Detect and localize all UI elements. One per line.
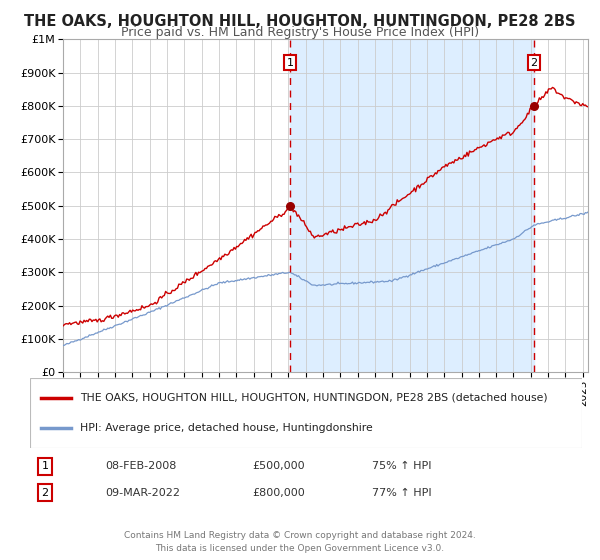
- Text: Contains HM Land Registry data © Crown copyright and database right 2024.
This d: Contains HM Land Registry data © Crown c…: [124, 531, 476, 553]
- Text: £500,000: £500,000: [252, 461, 305, 472]
- Text: HPI: Average price, detached house, Huntingdonshire: HPI: Average price, detached house, Hunt…: [80, 423, 373, 433]
- Text: 1: 1: [41, 461, 49, 472]
- FancyBboxPatch shape: [30, 378, 582, 448]
- Text: £800,000: £800,000: [252, 488, 305, 498]
- Text: 2: 2: [530, 58, 538, 68]
- Text: 77% ↑ HPI: 77% ↑ HPI: [372, 488, 431, 498]
- Text: 2: 2: [41, 488, 49, 498]
- Text: THE OAKS, HOUGHTON HILL, HOUGHTON, HUNTINGDON, PE28 2BS: THE OAKS, HOUGHTON HILL, HOUGHTON, HUNTI…: [24, 14, 576, 29]
- Text: Price paid vs. HM Land Registry's House Price Index (HPI): Price paid vs. HM Land Registry's House …: [121, 26, 479, 39]
- Bar: [290, 39, 534, 372]
- Text: 09-MAR-2022: 09-MAR-2022: [105, 488, 180, 498]
- Text: 75% ↑ HPI: 75% ↑ HPI: [372, 461, 431, 472]
- Text: THE OAKS, HOUGHTON HILL, HOUGHTON, HUNTINGDON, PE28 2BS (detached house): THE OAKS, HOUGHTON HILL, HOUGHTON, HUNTI…: [80, 393, 547, 403]
- Text: 08-FEB-2008: 08-FEB-2008: [105, 461, 176, 472]
- Text: 1: 1: [286, 58, 293, 68]
